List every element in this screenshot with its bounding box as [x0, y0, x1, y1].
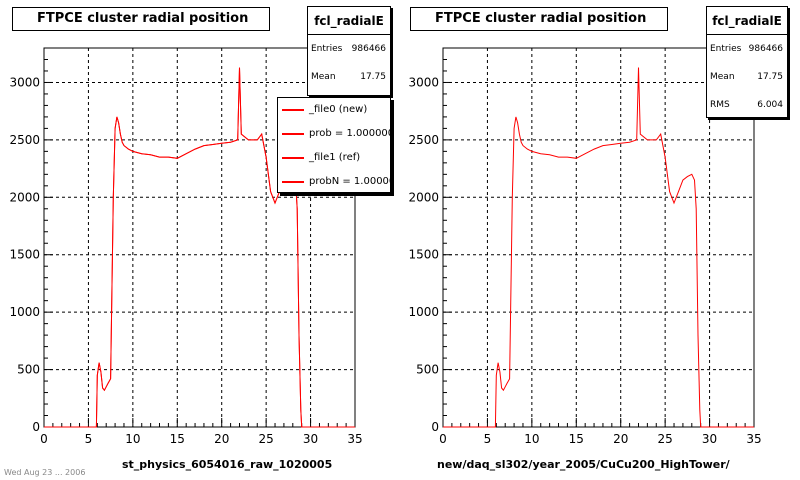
- x-tick-label: 30: [702, 432, 717, 446]
- x-tick-label: 30: [303, 432, 318, 446]
- y-tick-label: 1500: [408, 248, 439, 262]
- x-tick-label: 25: [658, 432, 673, 446]
- x-tick-label: 25: [259, 432, 274, 446]
- panel2-stats-row-mean: Mean 17.75: [707, 63, 787, 91]
- stats-value: 986466: [351, 44, 386, 54]
- x-tick-label: 5: [484, 432, 492, 446]
- y-tick-label: 1000: [408, 305, 439, 319]
- stats-value: 6.004: [757, 100, 783, 110]
- legend-line-swatch: [282, 133, 304, 135]
- panel2-stats-row-entries: Entries 986466: [707, 35, 787, 63]
- y-tick-label: 2000: [408, 190, 439, 204]
- stats-value: 986466: [748, 44, 783, 54]
- plot-frame: [43, 47, 356, 428]
- y-tick-label: 2500: [9, 133, 40, 147]
- stats-key: Mean: [311, 72, 336, 82]
- y-tick-label: 0: [32, 420, 40, 434]
- stats-key: Entries: [710, 44, 742, 54]
- x-tick-label: 20: [613, 432, 628, 446]
- stats-key: Entries: [311, 44, 343, 54]
- series-line-1: [443, 67, 754, 428]
- panel1-stats-name: fcl_radialE: [308, 7, 390, 35]
- x-tick-label: 35: [347, 432, 362, 446]
- legend-line-swatch: [282, 109, 304, 111]
- panel1-stats-row-entries: Entries 986466: [308, 35, 390, 63]
- y-tick-label: 1500: [9, 248, 40, 262]
- x-tick-label: 15: [569, 432, 584, 446]
- y-tick-label: 0: [431, 420, 439, 434]
- panel2-stats-name: fcl_radialE: [707, 7, 787, 35]
- plot-frame: [442, 47, 755, 428]
- y-tick-label: 1000: [9, 305, 40, 319]
- x-tick-label: 5: [85, 432, 93, 446]
- y-tick-label: 3000: [9, 75, 40, 89]
- legend-label: _file0 (new): [309, 104, 368, 115]
- y-tick-label: 2500: [408, 133, 439, 147]
- panel2-x-axis-title: new/daq_sl302/year_2005/CuCu200_HighTowe…: [437, 458, 730, 471]
- panel1-title: FTPCE cluster radial position: [12, 7, 270, 31]
- x-tick-label: 10: [524, 432, 539, 446]
- legend-label: _file1 (ref): [309, 152, 361, 163]
- panel1-stats-row-mean: Mean 17.75: [308, 63, 390, 91]
- legend-line-swatch: [282, 157, 304, 159]
- panel2-stats-row-rms: RMS 6.004: [707, 91, 787, 119]
- panel2-title: FTPCE cluster radial position: [410, 7, 668, 31]
- panel1-x-axis-title: st_physics_6054016_raw_1020005: [122, 458, 333, 471]
- x-tick-label: 15: [170, 432, 185, 446]
- legend-entry-probn: probN = 1.000000: [278, 170, 390, 192]
- legend-entry-file1: _file1 (ref): [278, 146, 390, 170]
- x-tick-label: 0: [439, 432, 447, 446]
- stats-key: RMS: [710, 100, 730, 110]
- stats-key: Mean: [710, 72, 735, 82]
- panel2-title-text: FTPCE cluster radial position: [435, 11, 647, 26]
- stats-value: 17.75: [757, 72, 783, 82]
- x-tick-label: 0: [40, 432, 48, 446]
- panel2-stats-box: fcl_radialE Entries 986466 Mean 17.75 RM…: [706, 6, 788, 118]
- legend-line-swatch: [282, 181, 304, 183]
- plot-1: 0 5 10 15 20 25 30 35 0 500 1000 1500 2000 2500 3000: [9, 47, 363, 446]
- footer-timestamp: Wed Aug 23 ... 2006: [4, 468, 86, 477]
- legend-label: prob = 1.000000: [309, 128, 391, 139]
- x-tick-label: 20: [214, 432, 229, 446]
- y-tick-label: 500: [17, 363, 40, 377]
- stats-value: 17.75: [360, 72, 386, 82]
- legend-label: probN = 1.000000: [309, 176, 390, 187]
- y-tick-label: 3000: [408, 75, 439, 89]
- x-tick-label: 35: [746, 432, 761, 446]
- y-tick-label: 2000: [9, 190, 40, 204]
- x-tick-label: 10: [125, 432, 140, 446]
- legend-entry-prob: prob = 1.000000: [278, 122, 390, 146]
- y-tick-label: 500: [416, 363, 439, 377]
- panel1-title-text: FTPCE cluster radial position: [37, 11, 249, 26]
- legend-entry-file0: _file0 (new): [278, 98, 390, 122]
- panel1-legend: _file0 (new) prob = 1.000000 _file1 (ref…: [277, 97, 391, 193]
- plot-2: 0 5 10 15 20 25 30 35 0 500 1000 1500 2000 2500 3000: [408, 47, 762, 446]
- panel1-stats-box: fcl_radialE Entries 986466 Mean 17.75: [307, 6, 391, 96]
